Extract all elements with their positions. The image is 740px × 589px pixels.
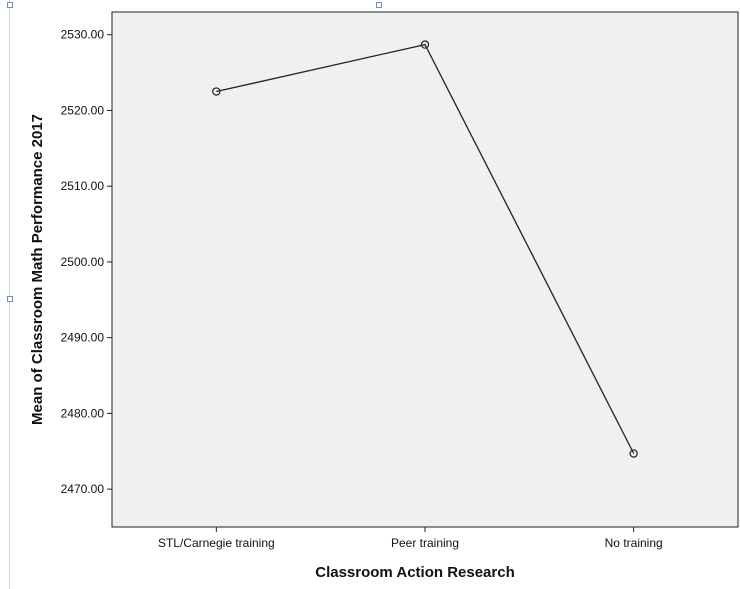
x-tick-label: Peer training — [391, 536, 459, 550]
resize-handle-top[interactable] — [376, 2, 382, 8]
y-tick-label: 2500.00 — [61, 255, 105, 269]
x-tick-label: No training — [605, 536, 663, 550]
data-point — [629, 449, 638, 458]
resize-handle-top-left[interactable] — [7, 2, 13, 8]
x-axis-title: Classroom Action Research — [315, 564, 515, 581]
resize-handle-left[interactable] — [7, 296, 13, 302]
y-tick-label: 2490.00 — [61, 331, 105, 345]
series-group — [212, 40, 638, 458]
y-axis: 2470.00 2480.00 2490.00 2500.00 2510.00 2520.… — [61, 28, 112, 496]
y-tick-label: 2520.00 — [61, 103, 105, 117]
selection-left-edge — [9, 0, 10, 589]
y-tick-label: 2530.00 — [61, 28, 105, 42]
y-tick-label: 2470.00 — [61, 482, 105, 496]
data-point — [212, 87, 221, 96]
data-point — [420, 40, 430, 49]
y-axis-title: Mean of Classroom Math Performance 2017 — [29, 114, 46, 425]
plot-area — [111, 11, 739, 528]
x-axis: STL/Carnegie training Peer training No tra… — [158, 527, 663, 550]
y-tick-label: 2480.00 — [61, 406, 105, 420]
y-tick-label: 2510.00 — [61, 179, 105, 193]
series-line — [216, 43, 635, 454]
x-tick-label: STL/Carnegie training — [158, 536, 275, 550]
